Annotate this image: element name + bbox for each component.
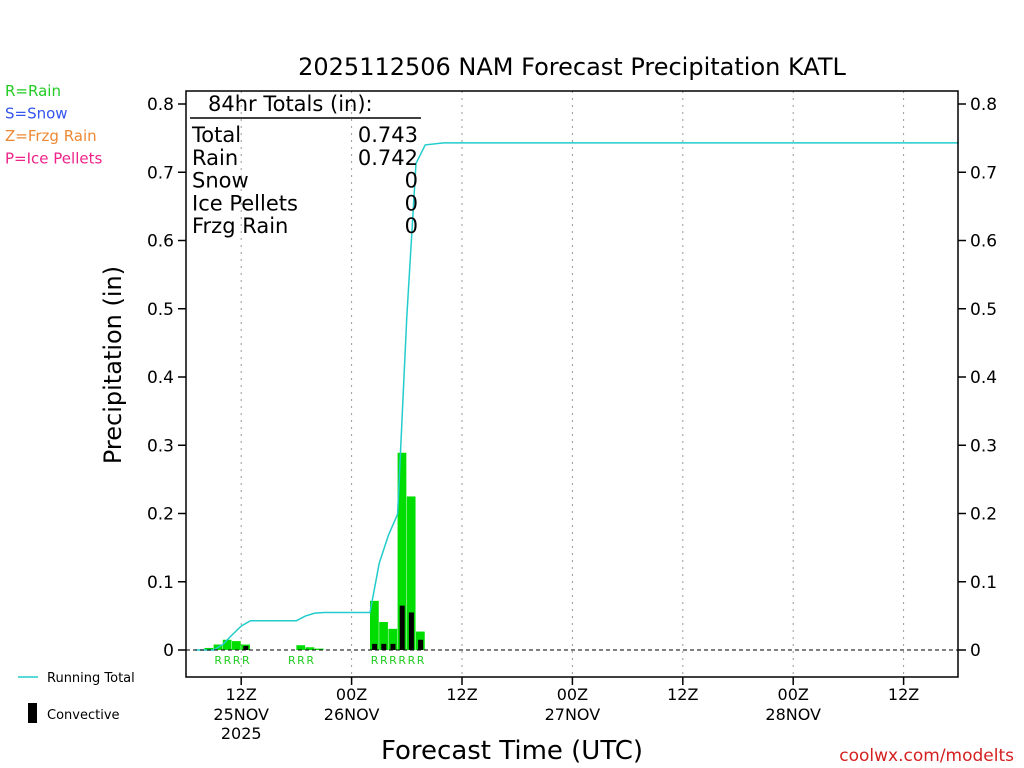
convective-label: Convective [47,708,120,723]
ptype-label-3: R [242,654,250,667]
ptype-label-10: R [398,654,406,667]
totals-value-0: 0.743 [358,123,418,147]
y-tick-label-right-3: 0.3 [970,436,997,456]
precip-bar-11 [397,452,407,650]
precip-bars [204,452,425,650]
totals-label-0: Total [191,123,241,147]
y-tick-label-left-3: 0.3 [147,436,174,456]
convective-bar-1 [372,643,378,650]
y-tick-label-right-6: 0.6 [970,232,997,252]
totals-label-4: Frzg Rain [192,214,288,238]
precip-bar-5 [296,645,306,650]
convective-bar-6 [418,639,424,650]
x-tick-date-5: 28NOV [765,705,821,724]
x-tick-label-1: 00Z [336,685,367,704]
x-tick-label-3: 00Z [557,685,588,704]
precip-bar-8 [370,600,379,650]
ptype-legend: R=Rain S=Snow Z=Frzg Rain P=Ice Pellets [5,82,102,168]
ptype-label-11: R [408,654,416,667]
convective-bar-3 [390,643,396,650]
totals-label-2: Snow [192,169,249,193]
ptype-label-1: R [224,654,232,667]
legend-item-0: R=Rain [5,82,61,100]
y-tick-label-right-5: 0.5 [970,300,997,320]
precip-bar-7 [314,648,324,650]
x-tick-label-2: 12Z [446,685,477,704]
x-tick-label-4: 12Z [667,685,698,704]
ptype-label-7: R [371,654,379,667]
legend-item-2: Z=Frzg Rain [5,127,97,145]
ptype-label-5: R [297,654,305,667]
convective-legend: Convective [28,703,120,723]
y-tick-label-left-6: 0.6 [147,232,174,252]
x-tick-label-5: 00Z [778,685,809,704]
convective-swatch [28,703,37,723]
ptype-label-9: R [389,654,397,667]
precip-bar-6 [305,647,315,650]
totals-value-1: 0.742 [358,146,418,170]
precip-bar-10 [388,628,398,650]
totals-heading: 84hr Totals (in): [208,92,373,116]
precip-bar-2 [222,639,232,650]
convective-bars [243,605,424,650]
y-ticks-left: 0 0.1 0.2 0.3 0.4 0.5 0.6 0.7 0.8 [147,95,186,661]
x-tick-year-0: 2025 [221,724,262,743]
y-tick-label-right-4: 0.4 [970,368,997,388]
legend-item-1: S=Snow [5,105,68,123]
y-tick-label-left-1: 0.1 [147,573,174,593]
y-tick-label-right-2: 0.2 [970,505,997,525]
running-total-line [195,142,959,651]
legend-item-3: P=Ice Pellets [5,150,102,168]
precip-bar-9 [379,622,388,650]
credit-text: coolwx.com/modelts [839,746,1014,766]
x-tick-date-3: 27NOV [545,705,601,724]
y-tick-label-right-0: 0 [970,641,981,661]
x-axis-label: Forecast Time (UTC) [381,736,643,766]
convective-bar-5 [408,612,414,650]
y-tick-label-left-0: 0 [163,641,174,661]
convective-bar-2 [381,643,387,650]
totals-value-3: 0 [405,191,418,215]
ptype-label-6: R [306,654,314,667]
precip-bar-12 [406,496,416,650]
ptype-label-2: R [233,654,241,667]
totals-label-1: Rain [192,146,238,170]
y-tick-label-right-7: 0.7 [970,163,997,183]
y-tick-label-left-8: 0.8 [147,95,174,115]
totals-label-3: Ice Pellets [192,191,298,215]
ptype-label-8: R [380,654,388,667]
y-tick-label-right-1: 0.1 [970,573,997,593]
y-tick-label-left-4: 0.4 [147,368,174,388]
y-tick-label-left-5: 0.5 [147,300,174,320]
ptype-label-12: R [417,654,425,667]
totals-value-2: 0 [405,169,418,193]
y-axis-label: Precipitation (in) [99,266,127,464]
convective-bar-0 [243,645,249,650]
gridlines [240,91,905,677]
x-tick-date-0: 25NOV [213,705,269,724]
running-total-label: Running Total [47,671,135,686]
ptype-label-4: R [288,654,296,667]
precip-bar-0 [204,647,214,650]
y-tick-label-left-7: 0.7 [147,163,174,183]
y-ticks-right: 0 0.1 0.2 0.3 0.4 0.5 0.6 0.7 0.8 [958,95,997,661]
convective-bar-4 [399,605,405,650]
chart-title: 2025112506 NAM Forecast Precipitation KA… [298,53,846,81]
totals-value-4: 0 [405,214,418,238]
totals-box: 84hr Totals (in): Total 0.743 Rain 0.742 Sno… [190,92,421,238]
ptype-label-0: R [214,654,222,667]
x-tick-date-1: 26NOV [324,705,380,724]
x-tick-label-6: 12Z [888,685,919,704]
running-total-legend: Running Total [18,671,135,686]
y-tick-label-left-2: 0.2 [147,505,174,525]
x-tick-label-0: 12Z [226,685,257,704]
precip-bar-3 [232,641,241,650]
y-tick-label-right-8: 0.8 [970,95,997,115]
